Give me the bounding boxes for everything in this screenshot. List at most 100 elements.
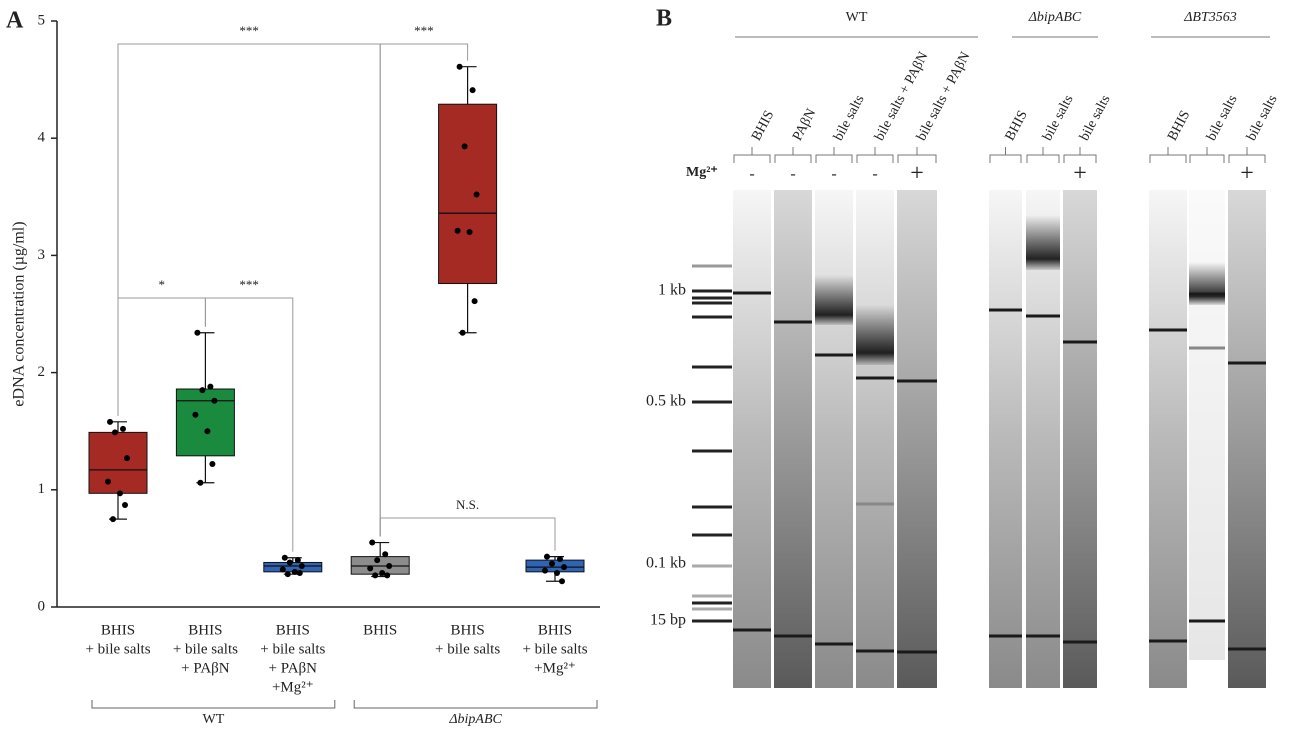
significance-bracket (380, 518, 555, 551)
significance-label: * (158, 277, 165, 292)
gel-band (733, 292, 771, 295)
data-point (386, 563, 392, 569)
gel-lane (774, 190, 812, 688)
ladder-label: 15 bp (650, 612, 686, 629)
data-point (199, 387, 205, 393)
gel-band (1063, 641, 1097, 644)
lane-bracket (816, 147, 852, 163)
gel-group-title: ΔBT3563 (1183, 10, 1237, 25)
data-point (367, 565, 373, 571)
data-point (462, 143, 468, 149)
x-tick-label: BHIS (188, 622, 222, 638)
lane-bracket (1150, 147, 1186, 163)
data-point (542, 568, 548, 574)
data-point (374, 557, 380, 563)
ladder-band (692, 265, 732, 268)
gel-band (897, 651, 937, 654)
gel-lane (1189, 190, 1225, 660)
page: A B eDNA concentration (µg/ml) 012345BHI… (0, 0, 1302, 730)
lane-label: bile salts (1204, 93, 1240, 144)
x-tick-label: BHIS (538, 622, 572, 638)
lane-label: bile salts (1040, 93, 1076, 144)
gel-band (1149, 640, 1187, 643)
gel-smear (815, 275, 853, 325)
ladder-band (692, 506, 732, 509)
x-tick-label: + PAβN (269, 660, 318, 676)
gel-band (856, 503, 894, 506)
data-point (209, 461, 215, 467)
mg-sign: + (910, 161, 924, 187)
gel-band (989, 309, 1022, 312)
panel-label: A (6, 8, 24, 34)
data-point (197, 480, 203, 486)
gel-band (1228, 362, 1266, 365)
gel-lane (856, 190, 894, 688)
lane-label: BHIS (1003, 108, 1031, 143)
data-point (204, 428, 210, 434)
gel-band (856, 650, 894, 653)
lane-bracket (775, 147, 811, 163)
ladder-label: 0.1 kb (646, 555, 686, 572)
x-tick-label: +Mg²⁺ (534, 660, 576, 676)
mg-sign: - (872, 166, 877, 183)
x-tick-label: + PAβN (181, 660, 230, 676)
ladder-band (692, 534, 732, 537)
y-tick-label: 0 (38, 598, 46, 614)
data-point (372, 572, 378, 578)
gel-band (815, 354, 853, 357)
mg-sign: - (790, 166, 795, 183)
box (526, 560, 584, 572)
gel-lane (733, 190, 771, 688)
data-point (110, 516, 116, 522)
data-point (194, 330, 200, 336)
ladder-band (692, 450, 732, 453)
gel-band (774, 635, 812, 638)
data-point (467, 229, 473, 235)
ladder-band (692, 316, 732, 319)
lane-label: BHIS (749, 108, 777, 143)
gel-smear (1189, 262, 1225, 305)
x-tick-label: + bile salts (85, 641, 150, 657)
box (89, 432, 147, 493)
ladder-band (692, 565, 732, 568)
significance-label: *** (239, 23, 259, 38)
group-label: WT (203, 712, 225, 727)
data-point (105, 479, 111, 485)
data-point (285, 571, 291, 577)
figure: A B eDNA concentration (µg/ml) 012345BHI… (0, 0, 1302, 730)
data-point (207, 384, 213, 390)
data-point (295, 557, 301, 563)
box (176, 389, 234, 456)
lane-bracket (857, 147, 893, 163)
data-point (124, 455, 130, 461)
data-point (192, 412, 198, 418)
x-tick-label: + bile salts (260, 641, 325, 657)
data-point (287, 559, 293, 565)
gel-band (1026, 635, 1060, 638)
gel-band (1189, 347, 1225, 350)
data-point (282, 555, 288, 561)
gel-lane (897, 190, 937, 688)
ladder-band (692, 366, 732, 369)
lane-label: bile salts (1244, 93, 1280, 144)
ladder-label: 0.5 kb (646, 393, 686, 410)
y-tick-label: 1 (38, 481, 46, 497)
data-point (299, 563, 305, 569)
ladder-band (692, 602, 732, 605)
lane-bracket (990, 147, 1021, 163)
gel-smear (1026, 215, 1060, 270)
data-point (472, 298, 478, 304)
data-point (557, 556, 563, 562)
data-point (297, 570, 303, 576)
lane-label: bile salts (831, 93, 867, 144)
gel-band (897, 380, 937, 383)
gel-band (1063, 341, 1097, 344)
data-point (544, 554, 550, 560)
data-point (455, 228, 461, 234)
group-bracket (92, 700, 335, 708)
gel-band (1228, 648, 1266, 651)
significance-label: *** (239, 277, 259, 292)
gel-lane (1063, 190, 1097, 688)
gel-smear (856, 305, 894, 365)
data-point (292, 569, 298, 575)
